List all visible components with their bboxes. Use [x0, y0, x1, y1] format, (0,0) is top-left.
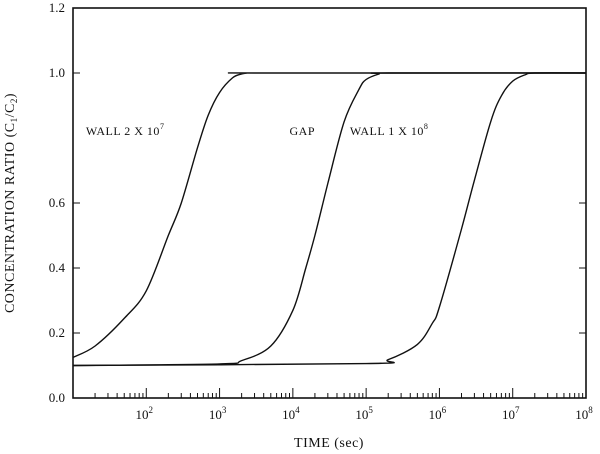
curves: [72, 72, 587, 367]
y-axis-title-prefix: CONCENTRATION RATIO (C: [3, 122, 18, 313]
plot-frame: [72, 7, 587, 399]
series-1-line: [72, 72, 586, 359]
x-axis: 102 103 104 105 106 107 108: [94, 388, 593, 422]
series-3-line: [72, 72, 587, 367]
x-axis-title: TIME (sec): [294, 436, 364, 451]
annotation-1: WALL 2 X 107: [86, 122, 165, 138]
x-tick-label: 106: [429, 405, 447, 422]
x-tick-label: 105: [355, 405, 373, 422]
y-tick-label: 0.4: [49, 260, 66, 275]
y-tick-label: 0.2: [49, 325, 65, 340]
y-axis-title-suffix: ): [3, 93, 18, 98]
x-tick-label: 108: [575, 405, 593, 422]
y-axis-title: CONCENTRATION RATIO (C1/C2): [3, 93, 19, 313]
annotation-3: WALL 1 X 108: [350, 122, 429, 138]
annotations: WALL 2 X 107 GAP WALL 1 X 108: [86, 122, 429, 138]
x-tick-label: 104: [282, 405, 300, 422]
y-axis: 0.0 0.2 0.4 0.6 1.0 1.2: [49, 0, 586, 405]
y-tick-label: 1.0: [49, 65, 65, 80]
y-tick-label: 0.6: [49, 195, 66, 210]
y-tick-label: 0.0: [49, 390, 65, 405]
series-2-line: [72, 72, 587, 367]
y-axis-title-sub2: 2: [9, 98, 19, 103]
y-axis-title-sub1: 1: [9, 117, 19, 122]
x-tick-label: 103: [209, 405, 227, 422]
x-tick-label: 102: [136, 405, 154, 422]
annotation-2: GAP: [290, 124, 316, 138]
y-axis-title-mid: /C: [3, 103, 18, 117]
x-tick-label: 107: [502, 405, 520, 422]
y-tick-label: 1.2: [49, 0, 65, 15]
